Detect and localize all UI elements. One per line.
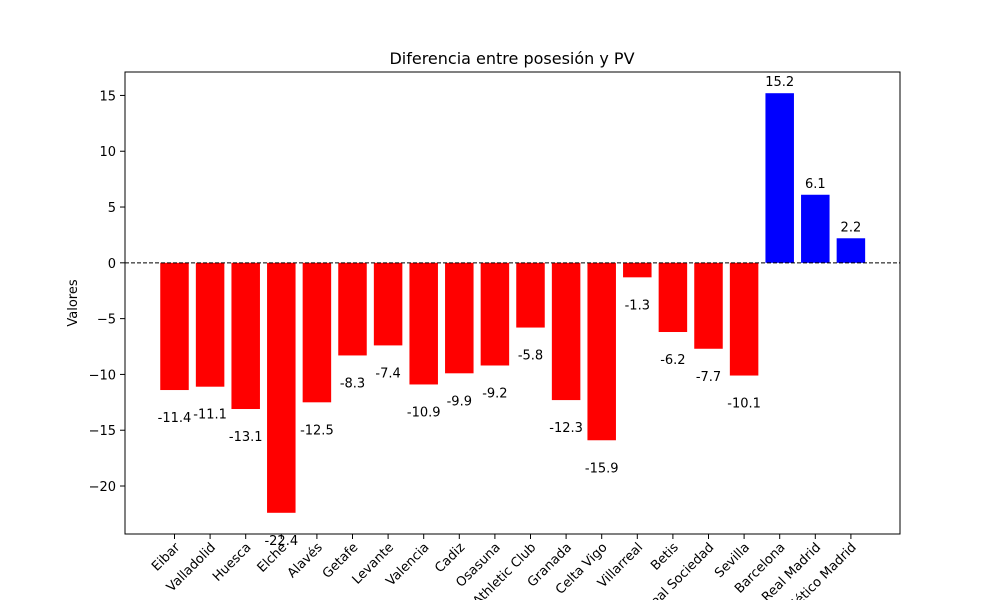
y-tick-label: −10: [89, 368, 116, 383]
data-label: 2.2: [841, 220, 862, 235]
data-label: -6.2: [660, 353, 685, 368]
data-label: -9.2: [482, 386, 507, 401]
y-axis-label: Valores: [66, 279, 81, 326]
bar-levante: [373, 262, 403, 346]
bar-huesca: [231, 262, 260, 410]
data-label: -1.3: [625, 298, 650, 313]
bar-eibar: [160, 262, 189, 391]
y-axis-ticks: 15 10 5 0 −5 −10 −15 −20: [89, 89, 125, 495]
data-label: -11.1: [193, 408, 227, 423]
bar-villarreal: [623, 262, 652, 278]
y-tick-label: −20: [89, 480, 116, 495]
bar-osasuna: [480, 262, 510, 366]
y-tick-label: 10: [99, 145, 116, 160]
y-tick-label: 15: [99, 89, 116, 104]
x-tick-label: Betis: [648, 540, 682, 574]
data-label: -12.3: [549, 421, 583, 436]
bar-granada: [551, 262, 581, 401]
y-tick-label: −5: [97, 313, 116, 328]
data-label: -13.1: [229, 430, 263, 445]
bars-group: [160, 93, 866, 513]
bar-valencia: [409, 262, 438, 385]
data-label: -15.9: [585, 461, 619, 476]
data-label: -7.7: [696, 370, 721, 385]
y-tick-label: 5: [108, 201, 116, 216]
bar-atl-tico-madrid: [836, 238, 866, 263]
data-label: -9.9: [447, 394, 472, 409]
bar-alav-s: [302, 262, 332, 403]
bar-barcelona: [765, 93, 794, 263]
data-label: -11.4: [158, 411, 192, 426]
bar-celta-vigo: [587, 262, 616, 441]
bar-getafe: [338, 262, 367, 356]
plot-area-frame: [124, 71, 901, 535]
bar-real-madrid: [801, 194, 830, 263]
bar-sevilla: [729, 262, 759, 376]
bar-athletic-club: [516, 262, 545, 328]
data-label: -10.9: [407, 405, 441, 420]
bar-valladolid: [195, 262, 225, 387]
data-label: -8.3: [340, 376, 365, 391]
bar-elche: [267, 262, 296, 513]
data-label: -5.8: [518, 349, 543, 364]
data-label: 6.1: [805, 177, 826, 192]
data-label: -22.4: [264, 534, 298, 549]
bar-real-sociedad: [694, 262, 723, 349]
x-tick-label: Huesca: [210, 540, 254, 584]
y-tick-label: 0: [108, 257, 116, 272]
chart-title: Diferencia entre posesión y PV: [389, 49, 634, 68]
bar-cadiz: [445, 262, 474, 374]
data-label: -10.1: [727, 397, 761, 412]
data-label: -12.5: [300, 423, 334, 438]
y-tick-label: −15: [89, 424, 116, 439]
data-labels-group: -11.4 -11.1-13.1 -22.4 -12.5 -8.3 -7.4 -10.9 -9…: [158, 75, 862, 549]
data-label: 15.2: [765, 75, 794, 90]
data-label: -7.4: [375, 366, 400, 381]
bar-betis: [658, 262, 688, 333]
